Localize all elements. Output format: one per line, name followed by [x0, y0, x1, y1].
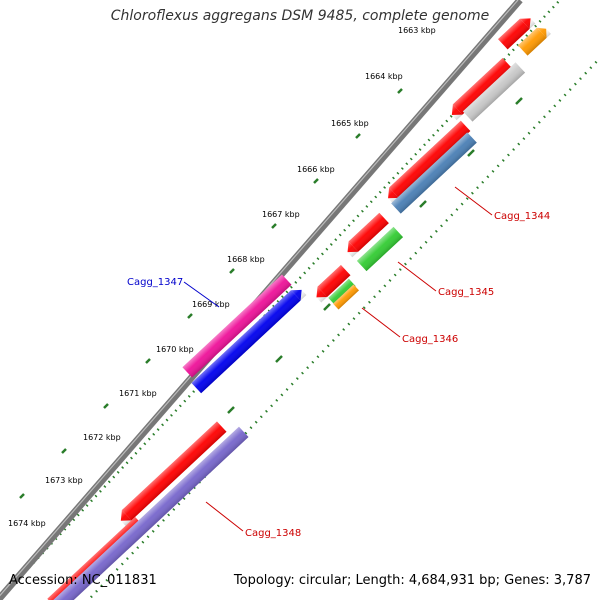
- gene-feature-red[interactable]: [498, 13, 536, 50]
- gene-feature-lavender[interactable]: [41, 426, 249, 600]
- tick-labels: 1663 kbp 1664 kbp 1665 kbp 1666 kbp 1667…: [8, 26, 436, 528]
- gene-label-cagg-1346[interactable]: Cagg_1346: [402, 334, 458, 345]
- tick-label: 1671 kbp: [119, 389, 157, 398]
- gene-feature-magenta[interactable]: [182, 274, 292, 378]
- tick-label: 1674 kbp: [8, 519, 46, 528]
- gene-feature-grey[interactable]: [462, 62, 526, 122]
- gene-feature-steel-blue[interactable]: [391, 132, 477, 214]
- tick-label: 1673 kbp: [45, 476, 83, 485]
- tick-label: 1669 kbp: [192, 300, 230, 309]
- tick-label: 1664 kbp: [365, 72, 403, 81]
- tick-label: 1672 kbp: [83, 433, 121, 442]
- tick-label: 1668 kbp: [227, 255, 265, 264]
- tick-label: 1665 kbp: [331, 119, 369, 128]
- tick-label: 1667 kbp: [262, 210, 300, 219]
- gene-label-cagg-1345[interactable]: Cagg_1345: [438, 287, 494, 298]
- gene-label-leaders: [183, 186, 493, 532]
- genome-summary-text: Topology: circular; Length: 4,684,931 bp…: [233, 573, 591, 588]
- gene-label-cagg-1344[interactable]: Cagg_1344: [494, 211, 550, 222]
- gene-feature-blue[interactable]: [191, 284, 307, 394]
- gene-label-cagg-1347[interactable]: Cagg_1347: [127, 277, 183, 288]
- tick-label: 1670 kbp: [156, 345, 194, 354]
- gene-labels: Cagg_1344 Cagg_1345 Cagg_1346 Cagg_1347 …: [127, 211, 550, 539]
- gene-feature-orange[interactable]: [517, 23, 551, 56]
- tick-label: 1666 kbp: [297, 165, 335, 174]
- accession-text: Accession: NC_011831: [9, 573, 157, 588]
- gene-feature-green[interactable]: [356, 226, 404, 272]
- gene-feature-red[interactable]: [383, 120, 471, 204]
- genome-title: Chloroflexus aggregans DSM 9485, complet…: [110, 8, 490, 24]
- gene-feature-green[interactable]: [328, 278, 356, 306]
- gene-feature-red[interactable]: [116, 421, 227, 526]
- gene-feature-orange[interactable]: [333, 284, 359, 310]
- gene-label-cagg-1348[interactable]: Cagg_1348: [245, 528, 301, 539]
- tick-label: 1663 kbp: [398, 26, 436, 35]
- gene-feature-red[interactable]: [447, 58, 513, 121]
- gene-features: [41, 13, 551, 600]
- gene-feature-red[interactable]: [342, 212, 389, 258]
- gene-feature-red[interactable]: [311, 264, 351, 303]
